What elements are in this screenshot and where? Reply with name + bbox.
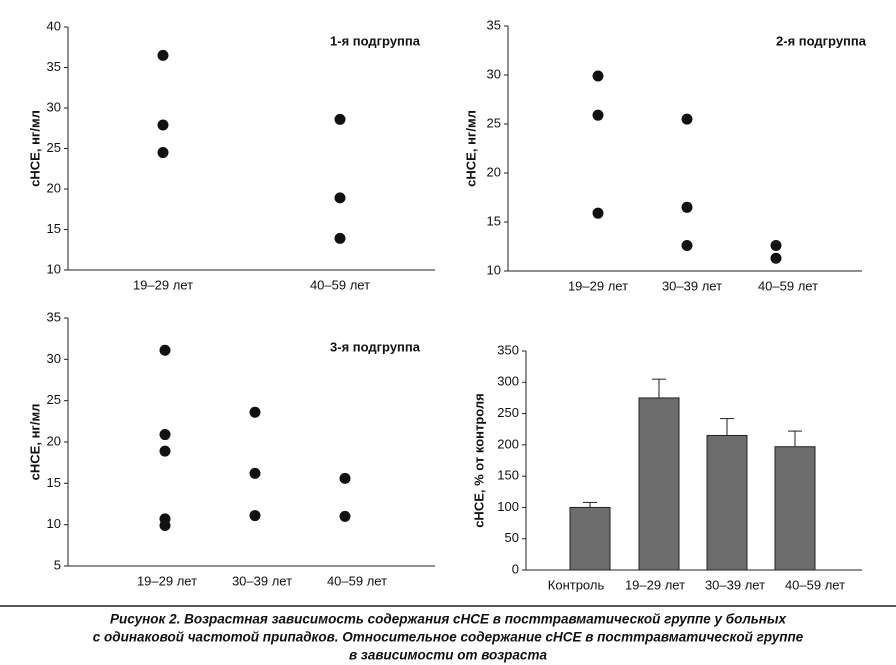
x-tick-label: 40–59 лет — [785, 577, 845, 592]
y-axis-label: cHCE, нг/мл — [463, 110, 478, 187]
y-tick-label: 10 — [487, 262, 501, 277]
data-point — [159, 445, 171, 457]
data-point — [339, 472, 351, 484]
x-tick-label: 40–59 лет — [310, 277, 370, 292]
data-point — [157, 49, 169, 61]
y-tick-label: 200 — [497, 436, 519, 451]
data-point — [681, 113, 693, 125]
x-tick-label: 19–29 лет — [133, 277, 193, 292]
y-tick-label: 35 — [47, 59, 61, 74]
y-tick-label: 50 — [505, 530, 519, 545]
bar — [706, 434, 748, 571]
data-point — [592, 207, 604, 219]
x-tick-label: 30–39 лет — [662, 278, 722, 293]
data-point — [334, 232, 346, 244]
y-tick-label: 250 — [497, 405, 519, 420]
x-tick-label: 40–59 лет — [758, 278, 818, 293]
x-tick-label: 30–39 лет — [705, 577, 765, 592]
data-point — [249, 510, 261, 522]
data-point — [157, 147, 169, 159]
x-tick-label: 30–39 лет — [232, 573, 292, 588]
y-tick-label: 0 — [512, 561, 519, 576]
x-tick-label: 19–29 лет — [625, 577, 685, 592]
y-tick-label: 20 — [487, 164, 501, 179]
data-point — [159, 344, 171, 356]
x-tick-label: 19–29 лет — [568, 278, 628, 293]
data-point — [159, 429, 171, 441]
data-point — [334, 192, 346, 204]
y-tick-label: 150 — [497, 468, 519, 483]
x-tick-label: 40–59 лет — [327, 573, 387, 588]
y-tick-label: 100 — [497, 499, 519, 514]
y-tick-label: 30 — [47, 351, 61, 366]
data-point — [159, 519, 171, 531]
y-tick-label: 300 — [497, 374, 519, 389]
y-tick-label: 15 — [487, 213, 501, 228]
y-tick-label: 35 — [47, 309, 61, 324]
chart-title: 3-я подгруппа — [330, 339, 421, 354]
y-tick-label: 25 — [47, 140, 61, 155]
data-point — [334, 113, 346, 125]
caption-line: с одинаковой частотой припадков. Относит… — [93, 630, 804, 645]
y-tick-label: 5 — [54, 557, 61, 572]
caption-line: в зависимости от возраста — [349, 648, 547, 663]
data-point — [249, 406, 261, 418]
y-tick-label: 25 — [47, 392, 61, 407]
data-point — [339, 510, 351, 522]
data-point — [249, 467, 261, 479]
data-point — [592, 109, 604, 121]
y-axis-label: cHCE, нг/мл — [27, 110, 42, 187]
y-tick-label: 10 — [47, 261, 61, 276]
bar — [638, 397, 680, 571]
y-tick-label: 10 — [47, 516, 61, 531]
y-tick-label: 15 — [47, 475, 61, 490]
y-tick-label: 15 — [47, 221, 61, 236]
chart-title: 1-я подгруппа — [330, 33, 421, 48]
y-tick-label: 20 — [47, 180, 61, 195]
caption-line: Рисунок 2. Возрастная зависимость содерж… — [110, 612, 787, 627]
data-point — [592, 70, 604, 82]
y-axis-label: cHCE, % от контроля — [471, 393, 486, 528]
data-point — [681, 201, 693, 213]
data-point — [770, 240, 782, 252]
data-point — [770, 252, 782, 264]
y-tick-label: 30 — [47, 99, 61, 114]
y-axis-label: cHCE, нг/мл — [27, 404, 42, 481]
y-tick-label: 30 — [487, 66, 501, 81]
y-tick-label: 40 — [47, 18, 61, 33]
y-tick-label: 35 — [487, 17, 501, 32]
bar — [774, 446, 816, 571]
data-point — [681, 240, 693, 252]
y-tick-label: 350 — [497, 342, 519, 357]
chart-title: 2-я подгруппа — [776, 33, 867, 48]
y-tick-label: 25 — [487, 115, 501, 130]
bar — [569, 506, 611, 571]
data-point — [157, 119, 169, 131]
y-tick-label: 20 — [47, 433, 61, 448]
x-tick-label: 19–29 лет — [137, 573, 197, 588]
x-tick-label: Контроль — [548, 577, 605, 592]
